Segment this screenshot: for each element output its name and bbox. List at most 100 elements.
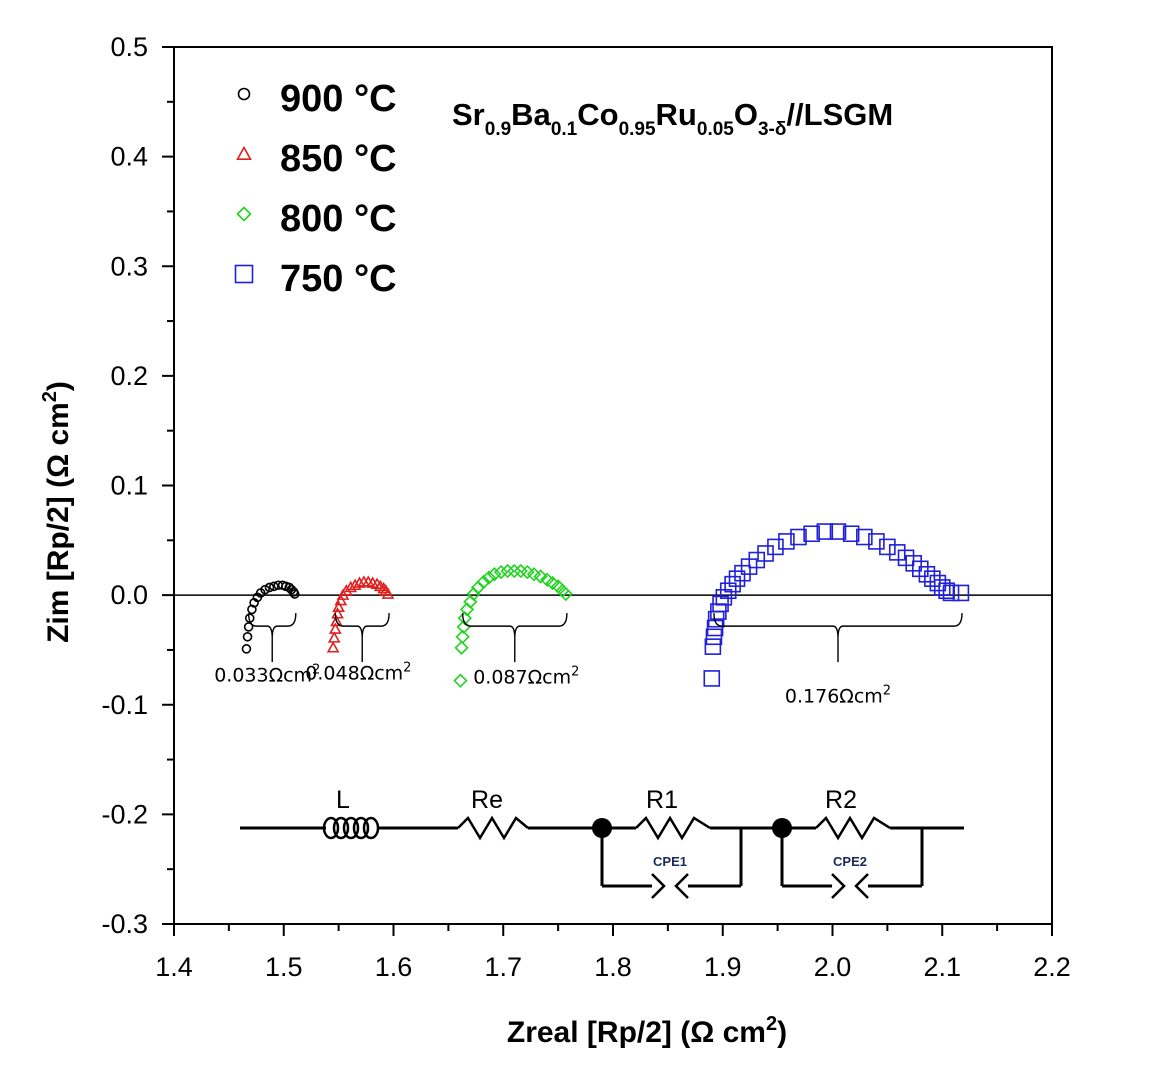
data-point — [952, 584, 970, 602]
equivalent-circuit-diagram: L Re R1 R2 CPE1 CPE2 — [240, 786, 964, 899]
resistance-label: 0.176Ωcm2 — [785, 683, 891, 707]
inductor-coil — [352, 816, 370, 840]
data-point — [453, 673, 468, 688]
data-point — [748, 551, 766, 569]
circuit-label-l: L — [336, 786, 350, 814]
data-point — [888, 544, 906, 561]
y-tick-label: -0.2 — [101, 799, 148, 829]
data-point — [327, 631, 341, 643]
circuit-label-cpe2: CPE2 — [833, 854, 867, 869]
data-point — [507, 563, 522, 579]
data-point — [481, 570, 497, 585]
y-tick-label: -0.1 — [101, 690, 148, 720]
x-tick-label: 1.6 — [375, 952, 413, 982]
legend-marker — [236, 206, 252, 222]
data-point — [526, 567, 542, 582]
x-axis-title: Zreal [Rp/2] (Ω cm2) — [507, 1013, 787, 1049]
resistance-label: 0.048Ωcm2 — [305, 660, 411, 684]
legend-label: 750 °C — [280, 258, 397, 300]
x-tick-label: 1.7 — [484, 952, 522, 982]
data-point — [757, 545, 774, 562]
series-circle — [241, 580, 300, 654]
circuit-label-re: Re — [471, 786, 503, 814]
brace — [461, 613, 568, 639]
data-point — [868, 533, 885, 550]
data-point — [790, 528, 807, 546]
data-point — [455, 629, 470, 644]
data-point — [728, 570, 746, 587]
data-point — [348, 578, 362, 591]
circuit-label-r2: R2 — [825, 786, 857, 814]
data-point — [905, 555, 923, 572]
data-point — [703, 670, 721, 687]
series-triangle — [326, 575, 395, 653]
data-point — [856, 528, 873, 546]
cpe2-symbol — [854, 873, 869, 899]
legend-marker — [236, 145, 252, 160]
data-point — [381, 587, 395, 599]
data-point — [493, 564, 509, 580]
x-tick-label: 1.8 — [594, 952, 632, 982]
data-point — [879, 538, 896, 556]
brace — [247, 613, 297, 639]
x-tick-label: 2.0 — [814, 952, 852, 982]
y-tick-label: -0.3 — [101, 909, 148, 939]
inductor-coil — [362, 816, 380, 840]
data-point — [942, 584, 960, 602]
x-tick-label: 1.9 — [704, 952, 742, 982]
brace — [334, 613, 390, 639]
inductor-coil — [332, 816, 350, 840]
cpe1-symbol — [674, 873, 689, 899]
legend-label: 850 °C — [280, 138, 397, 180]
data-point — [326, 641, 340, 653]
data-point — [344, 580, 358, 593]
cpe1-symbol — [651, 873, 666, 899]
data-point — [924, 570, 941, 587]
resistance-label: 0.087Ωcm2 — [473, 665, 579, 689]
data-point — [353, 576, 366, 588]
x-tick-label: 1.5 — [265, 952, 303, 982]
legend-label: 800 °C — [280, 198, 397, 240]
circuit-label-r1: R1 — [646, 786, 678, 814]
data-point — [242, 631, 253, 642]
data-point — [706, 619, 724, 637]
inductor-coil — [342, 816, 360, 840]
legend-marker — [237, 87, 251, 101]
data-point — [377, 581, 390, 594]
data-point — [339, 584, 353, 596]
data-point — [334, 593, 348, 606]
legend-label: 900 °C — [280, 78, 397, 120]
data-point — [500, 563, 515, 579]
data-point — [767, 538, 784, 556]
data-point — [269, 581, 279, 592]
y-tick-label: 0.3 — [110, 251, 148, 281]
data-point — [454, 640, 469, 655]
x-tick-label: 1.4 — [155, 952, 193, 982]
x-tick-label: 2.2 — [1033, 952, 1071, 982]
data-point — [704, 638, 722, 655]
y-tick-label: 0.4 — [110, 142, 148, 172]
data-point — [829, 523, 847, 540]
data-point — [241, 644, 252, 654]
resistor-re — [457, 815, 529, 841]
data-point — [719, 582, 737, 600]
data-point — [715, 589, 733, 606]
resistor-r1 — [635, 815, 711, 841]
data-point — [264, 582, 275, 593]
data-point — [911, 560, 929, 578]
data-point — [247, 604, 257, 615]
legend: 900 °C 850 °C 800 °C 750 °C — [234, 78, 397, 300]
y-tick-label: 0.5 — [110, 32, 148, 62]
y-tick-label: 0.2 — [110, 361, 148, 391]
data-point — [842, 525, 860, 543]
data-point — [243, 622, 254, 632]
data-point — [734, 564, 751, 582]
resistance-label: 0.033Ωcm2 — [214, 662, 320, 686]
data-point — [803, 525, 820, 543]
sample-formula: Sr0.9Ba0.1Co0.95Ru0.05O3-δ//LSGM — [452, 97, 893, 140]
data-point — [330, 614, 343, 627]
series-square — [703, 523, 970, 687]
circuit-label-cpe1: CPE1 — [653, 854, 687, 869]
data-point — [476, 574, 491, 590]
